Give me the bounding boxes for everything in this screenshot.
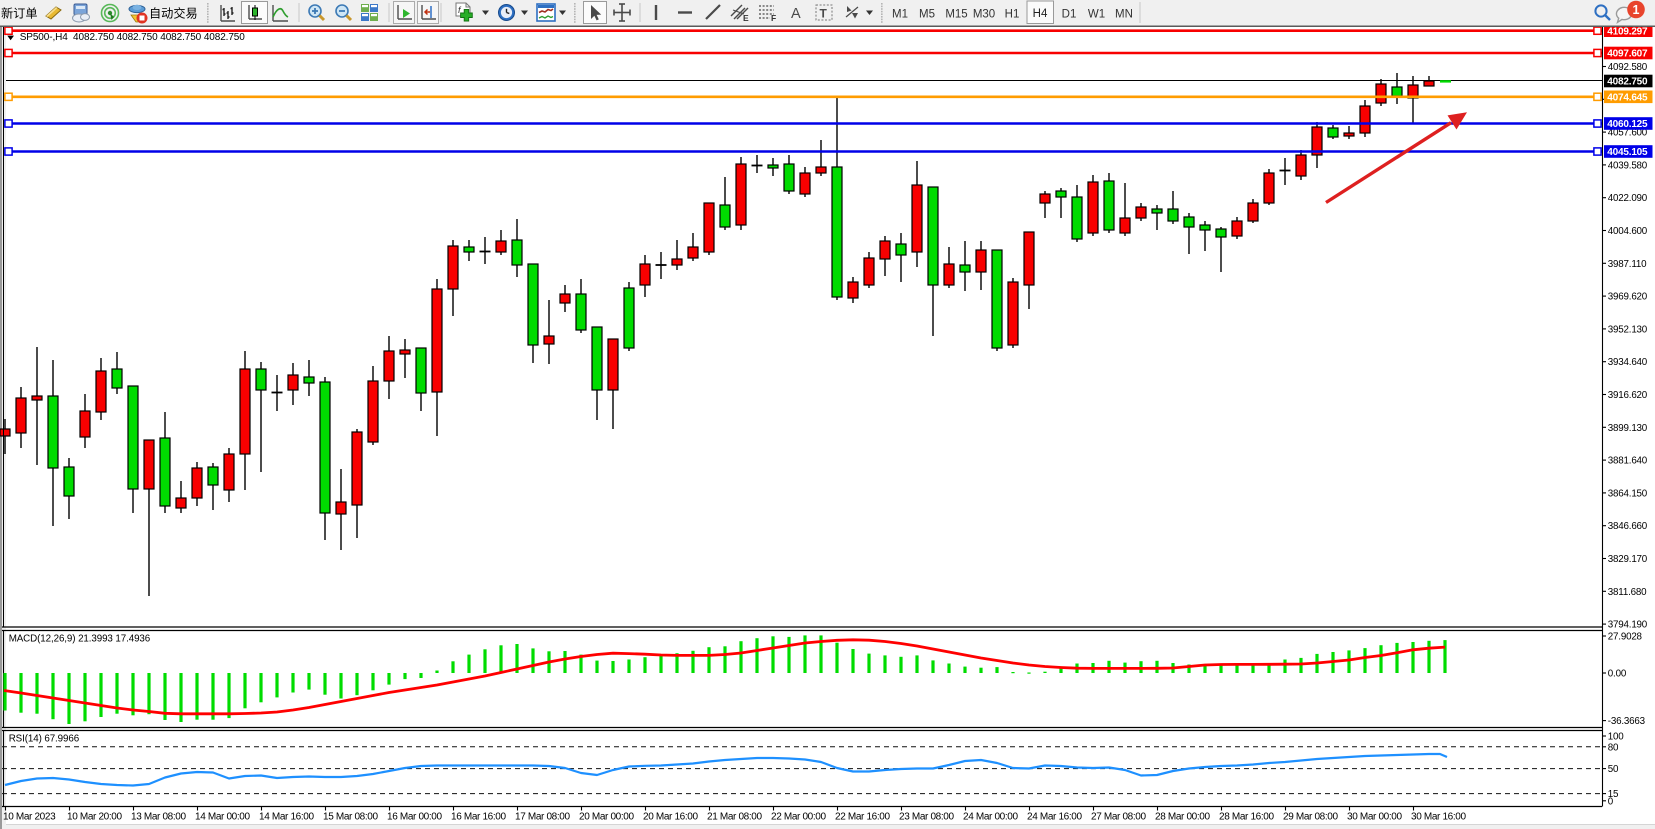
svg-text:3916.620: 3916.620 [1608, 390, 1648, 401]
svg-text:f: f [458, 5, 462, 15]
svg-text:RSI(14) 67.9966: RSI(14) 67.9966 [9, 733, 80, 744]
svg-text:M15: M15 [945, 9, 967, 21]
svg-text:0: 0 [1608, 796, 1614, 807]
svg-text:M1: M1 [892, 9, 908, 21]
svg-text:15 Mar 08:00: 15 Mar 08:00 [323, 811, 379, 822]
svg-text:W1: W1 [1088, 9, 1105, 21]
svg-text:3829.170: 3829.170 [1608, 554, 1648, 565]
svg-text:4039.580: 4039.580 [1608, 160, 1648, 171]
svg-text:D1: D1 [1062, 9, 1077, 21]
svg-text:4109.297: 4109.297 [1607, 26, 1648, 37]
svg-text:4022.090: 4022.090 [1608, 193, 1648, 204]
svg-text:17 Mar 08:00: 17 Mar 08:00 [515, 811, 571, 822]
svg-text:1: 1 [1633, 3, 1640, 17]
svg-text:新订单: 新订单 [1, 6, 38, 21]
svg-text:3934.640: 3934.640 [1608, 357, 1648, 368]
svg-text:10 Mar 2023: 10 Mar 2023 [3, 811, 56, 822]
svg-text:SP500-,H4 4082.750 4082.750 4: SP500-,H4 4082.750 4082.750 4082.750 408… [20, 32, 246, 43]
svg-text:4057.600: 4057.600 [1608, 128, 1648, 139]
svg-text:4004.600: 4004.600 [1608, 226, 1648, 237]
svg-text:21 Mar 08:00: 21 Mar 08:00 [707, 811, 763, 822]
svg-text:28 Mar 00:00: 28 Mar 00:00 [1155, 811, 1211, 822]
svg-text:4097.607: 4097.607 [1607, 49, 1648, 60]
svg-text:3811.680: 3811.680 [1608, 587, 1647, 598]
svg-text:22 Mar 00:00: 22 Mar 00:00 [771, 811, 827, 822]
svg-text:10 Mar 20:00: 10 Mar 20:00 [67, 811, 123, 822]
svg-text:16 Mar 00:00: 16 Mar 00:00 [387, 811, 443, 822]
svg-text:14 Mar 00:00: 14 Mar 00:00 [195, 811, 251, 822]
svg-text:15: 15 [1608, 789, 1619, 800]
svg-text:4060.125: 4060.125 [1607, 119, 1648, 130]
svg-text:MACD(12,26,9) 21.3993 17.4936: MACD(12,26,9) 21.3993 17.4936 [9, 634, 151, 645]
svg-text:23 Mar 08:00: 23 Mar 08:00 [899, 811, 955, 822]
svg-text:24 Mar 00:00: 24 Mar 00:00 [963, 811, 1019, 822]
svg-text:27 Mar 08:00: 27 Mar 08:00 [1091, 811, 1147, 822]
svg-text:M30: M30 [973, 9, 995, 21]
svg-text:A: A [791, 6, 801, 22]
svg-text:4074.645: 4074.645 [1607, 92, 1648, 103]
svg-text:H4: H4 [1033, 8, 1048, 20]
svg-text:3952.130: 3952.130 [1608, 324, 1648, 335]
svg-text:100: 100 [1608, 732, 1624, 743]
svg-text:3846.660: 3846.660 [1608, 521, 1648, 532]
svg-text:F: F [771, 13, 776, 23]
svg-text:3881.640: 3881.640 [1608, 456, 1648, 467]
svg-text:4082.750: 4082.750 [1607, 77, 1648, 88]
svg-text:4092.580: 4092.580 [1608, 62, 1648, 73]
svg-text:3987.110: 3987.110 [1608, 259, 1647, 270]
svg-text:-36.3663: -36.3663 [1608, 716, 1646, 727]
svg-text:20 Mar 00:00: 20 Mar 00:00 [579, 811, 635, 822]
svg-text:3969.620: 3969.620 [1608, 292, 1648, 303]
svg-text:E: E [743, 13, 749, 23]
svg-text:3899.130: 3899.130 [1608, 423, 1648, 434]
svg-text:T: T [820, 7, 828, 21]
svg-text:4045.105: 4045.105 [1607, 147, 1648, 158]
svg-text:MN: MN [1115, 9, 1133, 21]
svg-text:24 Mar 16:00: 24 Mar 16:00 [1027, 811, 1083, 822]
svg-text:30 Mar 16:00: 30 Mar 16:00 [1411, 811, 1467, 822]
svg-text:29 Mar 08:00: 29 Mar 08:00 [1283, 811, 1339, 822]
svg-text:80: 80 [1608, 742, 1619, 753]
svg-text:50: 50 [1608, 764, 1619, 775]
svg-text:0.00: 0.00 [1608, 669, 1627, 680]
svg-text:20 Mar 16:00: 20 Mar 16:00 [643, 811, 699, 822]
svg-text:27.9028: 27.9028 [1608, 632, 1643, 643]
svg-text:14 Mar 16:00: 14 Mar 16:00 [259, 811, 315, 822]
svg-text:13 Mar 08:00: 13 Mar 08:00 [131, 811, 187, 822]
svg-text:3864.150: 3864.150 [1608, 488, 1648, 499]
svg-text:自动交易: 自动交易 [149, 6, 198, 21]
svg-text:M5: M5 [919, 9, 935, 21]
svg-text:22 Mar 16:00: 22 Mar 16:00 [835, 811, 891, 822]
svg-text:16 Mar 16:00: 16 Mar 16:00 [451, 811, 507, 822]
svg-text:3794.190: 3794.190 [1608, 620, 1648, 631]
svg-text:28 Mar 16:00: 28 Mar 16:00 [1219, 811, 1275, 822]
svg-text:H1: H1 [1005, 9, 1020, 21]
svg-text:30 Mar 00:00: 30 Mar 00:00 [1347, 811, 1403, 822]
